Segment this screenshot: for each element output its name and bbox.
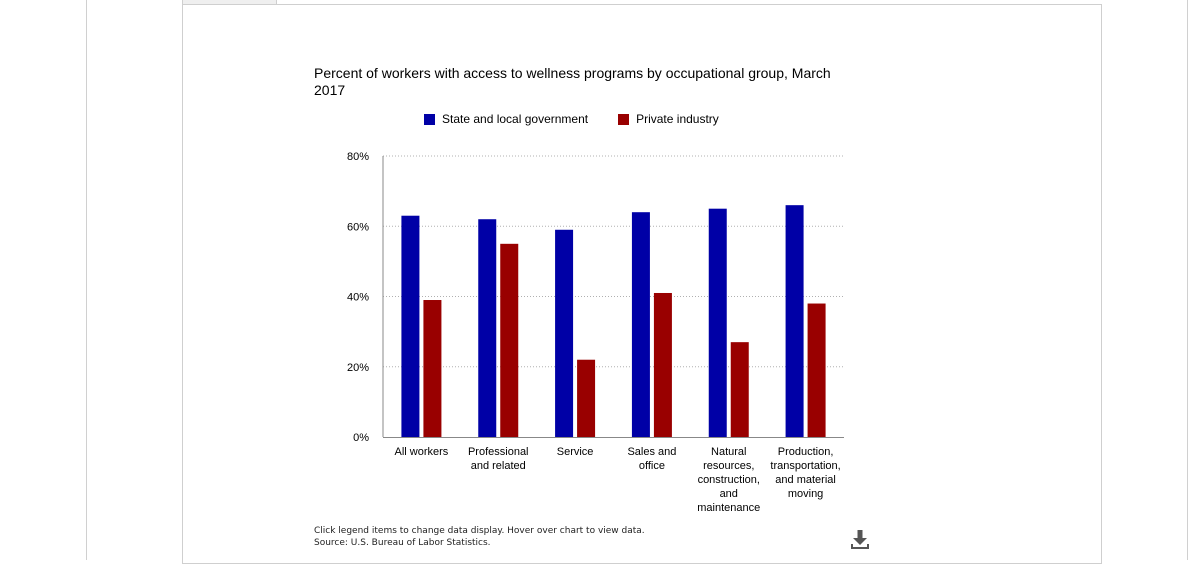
y-tick-label: 60% [347, 221, 369, 233]
x-tick-label: Natural [711, 446, 746, 458]
x-tick-label: transportation, [770, 460, 840, 472]
x-tick-label: maintenance [697, 502, 760, 514]
legend-item-private[interactable]: Private industry [618, 112, 719, 126]
x-tick-label: and [720, 488, 738, 500]
legend-label-private: Private industry [636, 112, 719, 126]
y-tick-label: 0% [353, 432, 369, 444]
footnote-source: Source: U.S. Bureau of Labor Statistics. [314, 538, 491, 548]
bar[interactable] [785, 205, 804, 437]
bar[interactable] [653, 292, 672, 437]
y-tick-label: 40% [347, 292, 369, 304]
bar[interactable] [423, 300, 442, 437]
bar[interactable] [401, 215, 420, 437]
x-tick-label: Service [557, 446, 594, 458]
bar[interactable] [631, 212, 650, 437]
bar[interactable] [577, 359, 596, 437]
legend-swatch-state-local [424, 113, 435, 125]
x-tick-label: resources, [703, 460, 754, 472]
x-tick-label: All workers [395, 446, 449, 458]
legend-item-state-local[interactable]: State and local government [424, 112, 588, 126]
x-tick-label: Professional [468, 446, 529, 458]
bar[interactable] [730, 342, 749, 437]
x-tick-label: and related [471, 460, 526, 472]
legend-label-state-local: State and local government [442, 112, 589, 126]
bar[interactable] [807, 303, 826, 437]
y-tick-label: 80% [347, 151, 369, 163]
bar[interactable] [478, 219, 497, 437]
legend: State and local government Private indus… [424, 112, 719, 126]
content-panel [86, 0, 1188, 560]
x-tick-label: office [639, 460, 665, 472]
x-tick-label: Sales and [627, 446, 676, 458]
x-tick-label: moving [788, 488, 823, 500]
bar[interactable] [555, 229, 574, 437]
bar[interactable] [500, 243, 519, 437]
bar[interactable] [708, 208, 727, 437]
x-tick-label: construction, [698, 474, 760, 486]
legend-swatch-private [618, 113, 630, 125]
chart-footnote: Click legend items to change data displa… [314, 525, 645, 549]
x-tick-label: and material [775, 474, 836, 486]
download-icon[interactable] [849, 528, 871, 552]
footnote-instructions: Click legend items to change data displa… [314, 526, 645, 536]
y-tick-label: 20% [347, 362, 369, 374]
x-tick-label: Production, [778, 446, 834, 458]
chart-title: Percent of workers with access to wellne… [314, 65, 831, 98]
